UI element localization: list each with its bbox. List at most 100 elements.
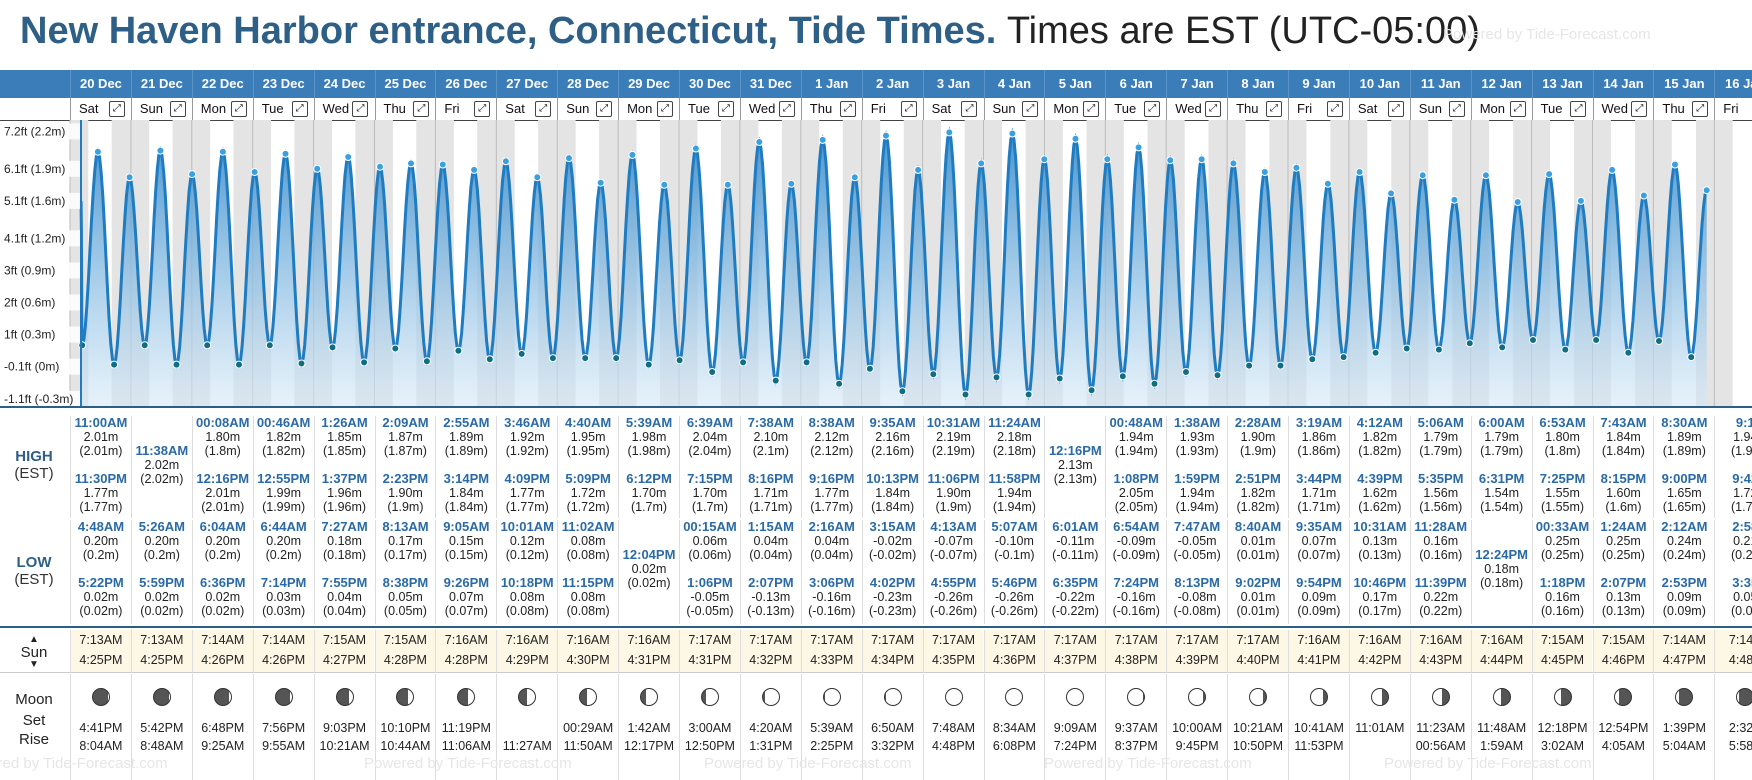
- expand-icon[interactable]: ⤢: [230, 101, 247, 117]
- moon-phase-icon: [1715, 688, 1752, 709]
- high-tide-height-alt: (1.9m): [1239, 444, 1277, 458]
- sun-times-cell: 7:15AM 4:45PM: [1531, 630, 1593, 672]
- expand-icon[interactable]: ⤢: [1022, 101, 1039, 117]
- expand-icon[interactable]: ⤢: [1509, 101, 1526, 117]
- date-cell: 2 Jan: [861, 70, 923, 98]
- high-tide-entry: 1:37PM 1.96m (1.96m): [315, 472, 375, 515]
- expand-icon[interactable]: ⤢: [352, 101, 369, 117]
- low-tide-point: [140, 341, 149, 350]
- moon-set-time: 1:39PM: [1662, 721, 1706, 735]
- expand-icon[interactable]: ⤢: [717, 101, 734, 117]
- weekday-label: Fri: [870, 101, 886, 116]
- high-tide-entry: 5:09PM 1.72m (1.72m): [558, 472, 618, 515]
- expand-icon[interactable]: ⤢: [291, 101, 308, 117]
- high-tide-entry: 4:12AM 1.82m (1.82m): [1350, 415, 1410, 459]
- high-tide-height: 1.77m: [814, 486, 850, 500]
- date-cell: 30 Dec: [679, 70, 740, 98]
- low-tide-time: 1:15AM: [747, 519, 794, 534]
- low-tide-time: 5:46PM: [991, 575, 1038, 590]
- expand-icon[interactable]: ⤢: [900, 101, 917, 117]
- expand-icon[interactable]: ⤢: [839, 101, 856, 117]
- low-tide-entry: 1:24AM 0.25m (0.25m): [1594, 520, 1654, 563]
- low-tide-height-alt: (-0.05m): [686, 604, 734, 618]
- moon-set-time: 11:01AM: [1355, 721, 1405, 735]
- date-cell: 9 Jan: [1288, 70, 1349, 98]
- low-tide-point: [517, 349, 526, 358]
- expand-icon[interactable]: ⤢: [1448, 101, 1465, 117]
- expand-icon[interactable]: ⤢: [1631, 101, 1648, 117]
- low-tide-point: [739, 358, 748, 367]
- high-tide-cell: 11:24AM 2.18m (2.18m) 11:58PM 1.94m (1.94m): [983, 416, 1045, 518]
- low-tide-point: [391, 344, 400, 353]
- weekday-cell: Mon ⤢: [191, 98, 253, 120]
- expand-icon[interactable]: ⤢: [413, 101, 430, 117]
- moon-set-time: 6:48PM: [201, 721, 245, 735]
- high-tide-point: [1481, 171, 1490, 180]
- weekday-cell: Sun ⤢: [983, 98, 1045, 120]
- moon-phase-icon: [1411, 688, 1471, 709]
- low-tide-entry: 6:36PM 0.02m (0.02m): [193, 576, 253, 619]
- high-tide-time: 5:39AM: [625, 415, 673, 430]
- low-tide-height: 0.03m: [266, 590, 301, 604]
- high-tide-entry: 11:38AM 2.02m (2.02m): [132, 444, 192, 487]
- expand-icon[interactable]: ⤢: [596, 101, 613, 117]
- sunrise-time: 7:16AM: [444, 633, 488, 647]
- low-tide-height-alt: (0.07m): [444, 604, 488, 618]
- high-tide-time: 4:39PM: [1357, 471, 1403, 486]
- high-tide-point: [1103, 155, 1112, 164]
- expand-icon[interactable]: ⤢: [1265, 101, 1282, 117]
- low-tide-label: LOW (EST): [0, 554, 68, 588]
- expand-icon[interactable]: ⤢: [474, 101, 491, 117]
- expand-icon[interactable]: ⤢: [1326, 101, 1343, 117]
- high-tide-cell: 8:38AM 2.12m (2.12m) 9:16PM 1.77m (1.77m): [800, 416, 862, 518]
- low-tide-point: [961, 390, 970, 399]
- low-tide-point: [297, 359, 306, 368]
- low-tide-entry: 6:04AM 0.20m (0.2m): [193, 520, 253, 563]
- expand-icon[interactable]: ⤢: [1387, 101, 1404, 117]
- sunrise-time: 7:16AM: [627, 633, 671, 647]
- low-tide-height: 0.21: [1733, 534, 1752, 548]
- expand-icon[interactable]: ⤢: [778, 101, 795, 117]
- high-tide-height-alt: (1.6m): [1605, 500, 1642, 514]
- date-cell: 8 Jan: [1227, 70, 1288, 98]
- date-cell: 29 Dec: [618, 70, 679, 98]
- expand-icon[interactable]: ⤢: [1570, 101, 1587, 117]
- low-tide-point: [110, 360, 119, 369]
- expand-icon[interactable]: ⤢: [108, 101, 125, 117]
- expand-icon[interactable]: ⤢: [1205, 101, 1222, 117]
- expand-icon[interactable]: ⤢: [1144, 101, 1161, 117]
- moon-phase-icon: [680, 688, 740, 709]
- high-tide-entry: 10:13PM 1.84m (1.84m): [863, 472, 923, 515]
- weekday-label: Tue: [688, 101, 710, 116]
- moon-rise-time: 12:17PM: [624, 739, 675, 753]
- moon-rise-time: 00:56AM: [1415, 739, 1466, 753]
- weekday-cell: Tue ⤢: [252, 98, 314, 120]
- sunset-time: 4:30PM: [566, 653, 610, 667]
- moon-phase-icon: [497, 688, 557, 709]
- low-tide-height-alt: (0.07m): [1297, 548, 1341, 562]
- sun-times-cell: 7:16AM 4:43PM: [1409, 630, 1471, 672]
- expand-icon[interactable]: ⤢: [1083, 101, 1100, 117]
- weekday-label: Tue: [261, 101, 284, 116]
- high-tide-point: [1608, 165, 1617, 174]
- weekday-label: Mon: [1053, 101, 1079, 116]
- low-tide-point: [1150, 379, 1159, 388]
- high-tide-height: 1.77m: [83, 486, 119, 500]
- high-tide-height: 1.95m: [570, 430, 606, 444]
- moon-set-time: [497, 719, 557, 737]
- sunset-time: 4:39PM: [1175, 653, 1219, 667]
- weekday-cell: Wed ⤢: [313, 98, 375, 120]
- low-tide-entry: 2:580.21(0.21: [1715, 520, 1752, 563]
- expand-icon[interactable]: ⤢: [961, 101, 978, 117]
- moon-cell: 6:48PM 9:25AM: [191, 674, 253, 780]
- moon-set-time: 2:32P: [1728, 721, 1752, 735]
- expand-icon[interactable]: ⤢: [169, 101, 186, 117]
- expand-icon[interactable]: ⤢: [535, 101, 552, 117]
- sunset-time: 4:41PM: [1297, 653, 1341, 667]
- high-tide-height: 1.94m: [1179, 486, 1215, 500]
- high-tide-time: 4:12AM: [1356, 415, 1403, 430]
- low-tide-time: 9:26PM: [443, 575, 490, 590]
- expand-icon[interactable]: ⤢: [1692, 101, 1709, 117]
- expand-icon[interactable]: ⤢: [656, 101, 673, 117]
- high-tide-point: [250, 168, 259, 176]
